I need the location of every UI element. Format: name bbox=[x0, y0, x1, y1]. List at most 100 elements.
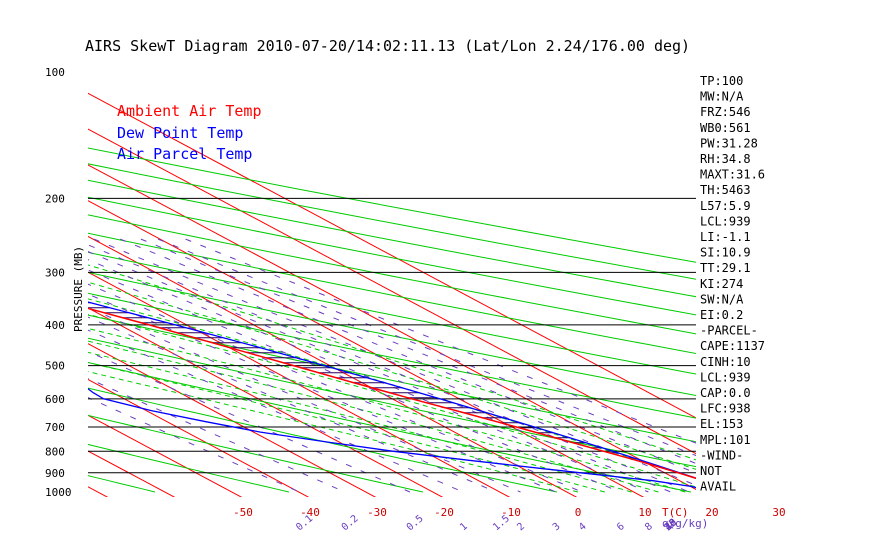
moist-adiabat-line bbox=[88, 281, 696, 470]
dry-adiabat-line bbox=[88, 414, 424, 493]
dry-adiabat-line bbox=[88, 163, 696, 280]
moist-adiabat-line bbox=[88, 361, 605, 493]
legend-dew-point-temp: Dew Point Temp bbox=[117, 124, 243, 142]
air-parcel-trace bbox=[88, 301, 696, 479]
dry-adiabat-line bbox=[88, 214, 696, 335]
mixing-ratio-line bbox=[157, 238, 696, 457]
temp-tick-bottom-label: 20 bbox=[705, 506, 718, 519]
index-item: CAP:0.0 bbox=[700, 386, 751, 400]
isotherm-line bbox=[88, 164, 696, 491]
mixing-ratio-line bbox=[185, 238, 696, 444]
index-item: EI:0.2 bbox=[700, 308, 743, 322]
index-item: MPL:101 bbox=[700, 433, 751, 447]
isotherm-line bbox=[88, 92, 696, 419]
index-item: L57:5.9 bbox=[700, 199, 751, 213]
index-item: -PARCEL- bbox=[700, 324, 758, 338]
legend-ambient-air-temp: Ambient Air Temp bbox=[117, 102, 262, 120]
index-item: SW:N/A bbox=[700, 292, 744, 306]
index-item: LI:-1.1 bbox=[700, 230, 751, 244]
mixing-ratio-unit-label: q(g/kg) bbox=[662, 517, 708, 530]
mixing-ratio-label: 0.5 bbox=[405, 513, 426, 533]
pressure-tick-label: 700 bbox=[45, 421, 65, 434]
pressure-tick-label: 400 bbox=[45, 319, 65, 332]
index-item: KI:274 bbox=[700, 277, 743, 291]
index-item: TP:100 bbox=[700, 74, 743, 88]
mixing-ratio-line bbox=[88, 329, 464, 493]
index-item: CINH:10 bbox=[700, 355, 751, 369]
pressure-ticks: 100 200 300 400 500 600 700 800 900 1000 bbox=[45, 66, 72, 499]
index-item: LFC:938 bbox=[700, 402, 751, 416]
pressure-tick-label: 900 bbox=[45, 467, 65, 480]
mixing-ratio-line bbox=[88, 307, 521, 493]
mixing-ratio-label: 3 bbox=[551, 521, 563, 533]
index-item: FRZ:546 bbox=[700, 105, 751, 119]
dew-point-trace bbox=[88, 388, 696, 489]
index-item: SI:10.9 bbox=[700, 246, 751, 260]
mixing-ratio-line bbox=[88, 377, 346, 493]
mixing-ratio-line bbox=[140, 238, 696, 464]
dry-adiabat-line bbox=[88, 179, 696, 298]
index-item: MW:N/A bbox=[700, 90, 744, 104]
index-item: LCL:939 bbox=[700, 214, 751, 228]
moist-adiabat-line bbox=[88, 264, 696, 461]
dry-adiabat-line bbox=[88, 232, 696, 355]
index-item: TT:29.1 bbox=[700, 261, 751, 275]
dry-adiabat-line bbox=[88, 387, 558, 493]
index-item: AVAIL bbox=[700, 480, 736, 494]
pressure-tick-label: 100 bbox=[45, 66, 65, 79]
dry-adiabat-lines bbox=[88, 147, 696, 493]
index-item: MAXT:31.6 bbox=[700, 168, 765, 182]
index-item: CAPE:1137 bbox=[700, 339, 765, 353]
isotherm-line bbox=[88, 200, 645, 497]
pressure-tick-label: 500 bbox=[45, 360, 65, 373]
moist-adiabat-line bbox=[88, 371, 579, 493]
pressure-tick-label: 600 bbox=[45, 393, 65, 406]
temp-tick-bottom-label: -10 bbox=[501, 506, 521, 519]
legend-air-parcel-temp: Air Parcel Temp bbox=[117, 145, 252, 163]
temp-tick-bottom-label: -40 bbox=[300, 506, 320, 519]
dry-adiabat-line bbox=[88, 292, 696, 419]
index-item: LCL:939 bbox=[700, 370, 751, 384]
index-item: PW:31.28 bbox=[700, 136, 758, 150]
pressure-tick-label: 300 bbox=[45, 266, 65, 279]
mixing-ratio-line bbox=[88, 316, 497, 493]
y-axis-label: PRESSURE (MB) bbox=[72, 246, 85, 332]
x-axis-unit-label: T(C) bbox=[662, 506, 689, 519]
isotherm-line bbox=[0, 72, 42, 498]
temp-tick-bottom-label: 0 bbox=[575, 506, 582, 519]
dry-adiabat-line bbox=[88, 361, 692, 493]
pressure-tick-label: 1000 bbox=[45, 486, 72, 499]
isotherm-line bbox=[88, 486, 109, 497]
mixing-ratio-line bbox=[93, 238, 696, 486]
temp-tick-bottom-label: 10 bbox=[638, 506, 651, 519]
temperature-ticks-bottom: -50 -40 -30 -20 -10 0 10 20 30 bbox=[233, 506, 786, 519]
temp-tick-bottom-label: -30 bbox=[367, 506, 387, 519]
legend: Ambient Air Temp Dew Point Temp Air Parc… bbox=[117, 102, 262, 163]
dry-adiabat-line bbox=[88, 147, 696, 263]
dry-adiabat-line bbox=[88, 337, 696, 468]
temp-tick-bottom-label: -20 bbox=[434, 506, 454, 519]
index-item: RH:34.8 bbox=[700, 152, 751, 166]
index-item: WB0:561 bbox=[700, 121, 751, 135]
ambient-air-temp-trace bbox=[88, 307, 696, 480]
mixing-ratio-label: 0.2 bbox=[340, 513, 361, 533]
index-item: EL:153 bbox=[700, 417, 743, 431]
mixing-ratio-label: 8 bbox=[643, 521, 655, 533]
temp-tick-bottom-label: -50 bbox=[233, 506, 253, 519]
index-item: TH:5463 bbox=[700, 183, 751, 197]
pressure-tick-label: 200 bbox=[45, 192, 65, 205]
cape-hatching bbox=[88, 302, 680, 474]
dry-adiabat-line bbox=[88, 196, 696, 316]
dry-adiabat-line bbox=[88, 271, 696, 397]
temp-tick-bottom-label: 30 bbox=[772, 506, 785, 519]
mixing-ratio-label: 1 bbox=[458, 521, 470, 533]
mixing-ratio-line bbox=[120, 238, 696, 474]
index-item: NOT bbox=[700, 464, 722, 478]
index-item: -WIND- bbox=[700, 448, 743, 462]
mixing-ratio-label: 6 bbox=[615, 521, 627, 533]
chart-title: AIRS SkewT Diagram 2010-07-20/14:02:11.1… bbox=[85, 37, 690, 55]
sounding-traces bbox=[88, 301, 696, 489]
